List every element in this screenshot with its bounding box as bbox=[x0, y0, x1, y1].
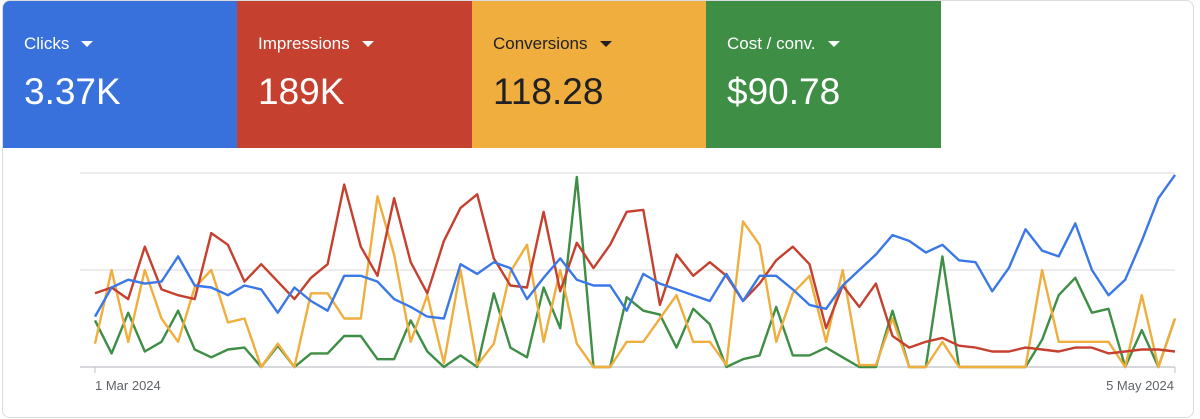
series-line-impressions[interactable] bbox=[94, 183, 1176, 355]
metric-label[interactable]: Cost / conv. bbox=[727, 34, 840, 54]
dropdown-caret-icon[interactable] bbox=[81, 41, 94, 47]
dropdown-caret-icon[interactable] bbox=[599, 41, 612, 47]
x-tick-label-start: 1 Mar 2024 bbox=[95, 378, 161, 393]
metric-value: $90.78 bbox=[727, 71, 841, 112]
dropdown-caret-icon[interactable] bbox=[827, 41, 840, 47]
metric-tile-impressions[interactable]: Impressions 189K bbox=[237, 1, 472, 148]
metric-label-text: Cost / conv. bbox=[727, 34, 816, 53]
metric-label[interactable]: Clicks bbox=[24, 34, 94, 54]
metric-label-text: Conversions bbox=[493, 34, 588, 53]
metric-value: 189K bbox=[258, 71, 345, 112]
series-line-cost-conv-[interactable] bbox=[93, 175, 1177, 369]
metric-label[interactable]: Conversions bbox=[493, 34, 612, 54]
metric-tile-conversions[interactable]: Conversions 118.28 bbox=[472, 1, 706, 148]
metric-label-text: Impressions bbox=[258, 34, 350, 53]
x-tick-label-end: 5 May 2024 bbox=[1106, 378, 1174, 393]
metric-tile-cost-per-conversion[interactable]: Cost / conv. $90.78 bbox=[706, 1, 941, 148]
dropdown-caret-icon[interactable] bbox=[361, 41, 374, 47]
series-line-clicks[interactable] bbox=[93, 174, 1176, 320]
metric-label-text: Clicks bbox=[24, 34, 70, 53]
metric-value: 118.28 bbox=[493, 71, 604, 112]
series-line-conversions[interactable] bbox=[93, 195, 1177, 369]
metric-value: 3.37K bbox=[24, 71, 121, 112]
metric-label[interactable]: Impressions bbox=[258, 34, 374, 54]
metric-tile-clicks[interactable]: Clicks 3.37K bbox=[3, 1, 237, 148]
series-lines bbox=[93, 174, 1177, 369]
